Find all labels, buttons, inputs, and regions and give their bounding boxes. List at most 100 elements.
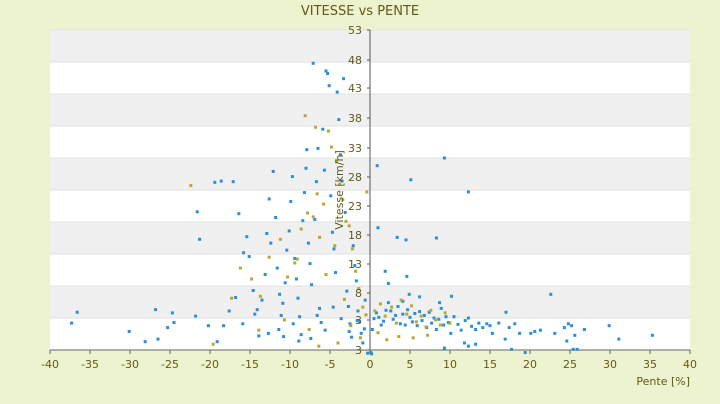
- data-point-blue: [302, 191, 306, 195]
- data-point-blue: [446, 320, 450, 324]
- data-point-blue: [319, 320, 323, 324]
- data-point-olive: [344, 219, 348, 223]
- data-point-blue: [406, 308, 410, 312]
- data-point-blue: [427, 310, 431, 314]
- data-point-blue: [359, 331, 363, 335]
- data-point-olive: [383, 314, 387, 318]
- data-point-olive: [378, 302, 382, 306]
- data-point-blue: [170, 311, 174, 315]
- data-point-blue: [439, 306, 443, 310]
- data-point-blue: [565, 339, 569, 343]
- data-point-blue: [234, 296, 238, 300]
- data-point-blue: [382, 319, 386, 323]
- data-point-blue: [154, 308, 158, 312]
- data-point-blue: [337, 118, 341, 122]
- y-tick-label: 33: [348, 142, 362, 155]
- data-point-olive: [358, 336, 362, 340]
- data-point-blue: [266, 331, 270, 335]
- data-point-blue: [247, 255, 251, 259]
- data-point-blue: [452, 315, 456, 319]
- data-point-blue: [418, 295, 422, 299]
- data-point-blue: [301, 219, 305, 223]
- data-point-blue: [420, 319, 424, 323]
- data-point-blue: [474, 328, 478, 332]
- tick-labels: -40 -35 -30 -25 -20 -15 -10 -5 0 5 10 15 20 25 30 35 40 3…: [41, 24, 697, 371]
- x-tick-label: 25: [563, 358, 577, 371]
- data-point-olive: [303, 114, 307, 118]
- data-point-olive: [357, 287, 361, 291]
- data-point-olive: [405, 312, 409, 316]
- data-point-olive: [267, 255, 271, 259]
- data-point-blue: [566, 322, 570, 326]
- y-tick-label: 38: [348, 112, 362, 125]
- data-point-blue: [332, 247, 336, 251]
- data-point-blue: [291, 322, 295, 326]
- data-point-blue: [281, 301, 285, 305]
- data-point-blue: [377, 315, 381, 319]
- data-point-blue: [394, 313, 398, 317]
- y-tick-label: 28: [348, 171, 362, 184]
- data-point-blue: [348, 322, 352, 326]
- data-point-blue: [463, 319, 467, 323]
- data-point-blue: [356, 309, 360, 313]
- data-point-blue: [470, 324, 474, 328]
- data-point-blue: [358, 320, 362, 324]
- data-point-olive: [258, 294, 262, 298]
- data-point-blue: [432, 316, 436, 320]
- data-point-olive: [306, 211, 310, 215]
- data-point-blue: [523, 351, 527, 355]
- data-point-blue: [617, 337, 621, 341]
- data-point-blue: [410, 320, 414, 324]
- data-point-blue: [222, 324, 226, 328]
- data-point-blue: [366, 351, 370, 355]
- data-point-blue: [289, 200, 293, 204]
- x-tick-label: 40: [683, 358, 697, 371]
- data-point-olive: [326, 129, 330, 133]
- data-point-blue: [237, 212, 241, 216]
- data-point-blue: [353, 264, 357, 268]
- data-point-blue: [507, 326, 511, 330]
- data-point-olive: [341, 198, 345, 202]
- data-point-blue: [322, 168, 326, 172]
- data-point-blue: [386, 301, 390, 305]
- data-point-blue: [231, 180, 235, 184]
- data-point-blue: [245, 235, 249, 239]
- data-point-blue: [383, 269, 387, 273]
- data-point-olive: [443, 311, 447, 315]
- x-tick-label: -30: [121, 358, 139, 371]
- data-point-blue: [265, 232, 269, 236]
- data-point-blue: [513, 322, 517, 326]
- x-tick-label: -20: [201, 358, 219, 371]
- data-point-olive: [230, 296, 234, 300]
- data-point-blue: [311, 61, 315, 65]
- data-point-blue: [504, 310, 508, 314]
- data-point-blue: [401, 312, 405, 316]
- data-point-blue: [481, 326, 485, 330]
- data-point-blue: [401, 299, 405, 303]
- data-point-olive: [286, 275, 290, 279]
- x-tick-label: -25: [161, 358, 179, 371]
- data-point-olive: [318, 235, 322, 239]
- data-point-blue: [343, 210, 347, 214]
- data-point-blue: [326, 72, 330, 76]
- y-tick-label: 8: [355, 287, 362, 300]
- data-point-blue: [459, 328, 463, 332]
- data-point-blue: [335, 90, 339, 94]
- data-point-olive: [282, 318, 286, 322]
- data-point-olive: [365, 190, 369, 194]
- data-point-olive: [390, 305, 394, 309]
- data-point-olive: [338, 182, 342, 186]
- data-point-olive: [429, 308, 433, 312]
- data-point-blue: [285, 248, 289, 252]
- data-point-blue: [314, 180, 318, 184]
- data-point-blue: [290, 175, 294, 179]
- data-point-blue: [503, 337, 507, 341]
- chart-title: VITESSE vs PENTE: [301, 4, 419, 19]
- data-point-blue: [497, 321, 501, 325]
- data-point-blue: [456, 322, 460, 326]
- data-point-blue: [529, 331, 533, 335]
- data-point-blue: [340, 179, 344, 183]
- data-point-blue: [279, 313, 283, 317]
- data-point-blue: [370, 328, 374, 332]
